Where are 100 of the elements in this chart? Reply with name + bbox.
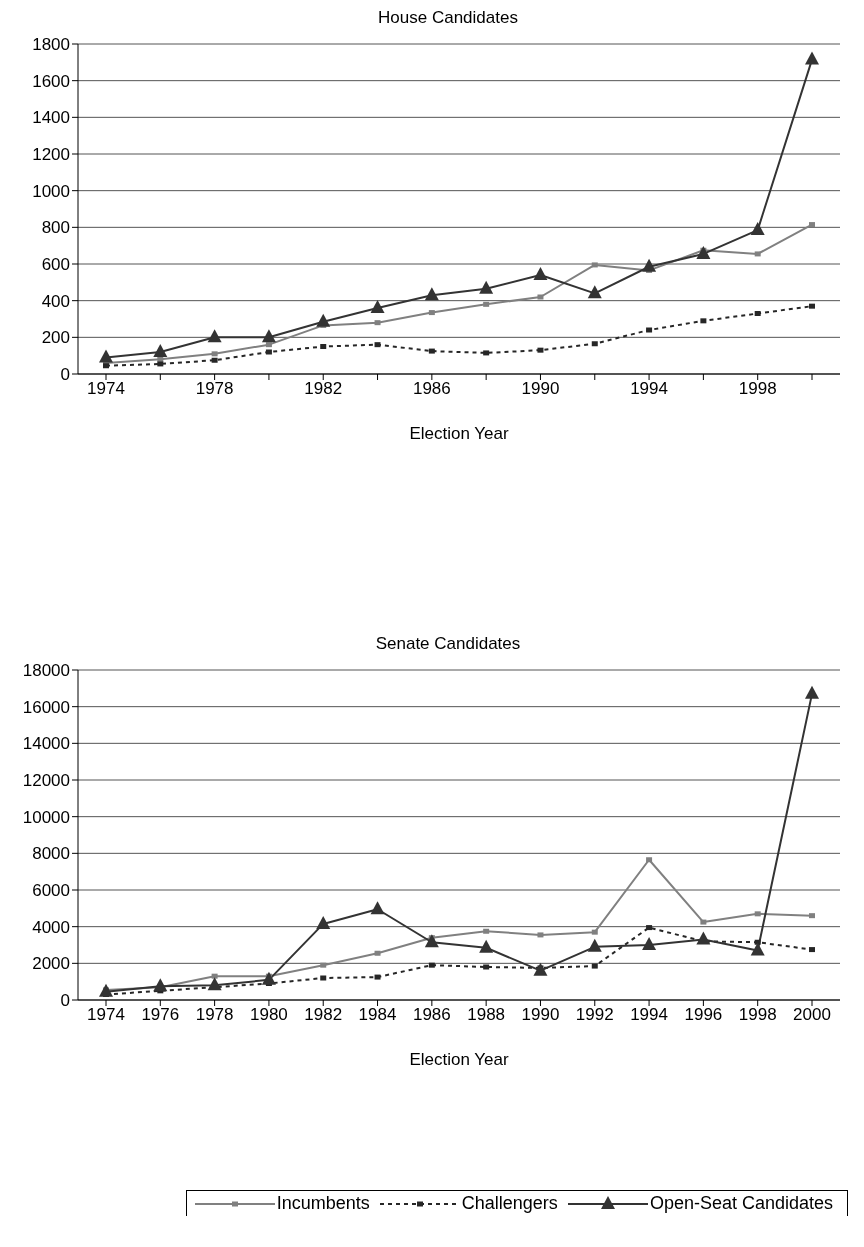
point	[642, 937, 657, 950]
y-tick-label: 600	[41, 255, 70, 275]
point	[587, 285, 602, 299]
y-tick-label: 16000	[22, 697, 70, 717]
point	[750, 222, 765, 236]
point	[316, 313, 331, 327]
y-tick-label: 1400	[32, 108, 70, 128]
chart-title: House Candidates	[377, 8, 519, 28]
point	[479, 280, 494, 294]
x-tick-label: 1998	[738, 1005, 777, 1025]
point	[265, 342, 272, 348]
x-tick-label: 1978	[195, 1005, 234, 1025]
point	[809, 303, 815, 309]
point	[207, 977, 222, 991]
x-tick-label: 1974	[87, 379, 125, 399]
point	[374, 342, 381, 348]
point	[428, 348, 435, 354]
point	[374, 950, 381, 956]
y-tick-label: 1600	[32, 71, 70, 91]
point	[754, 311, 761, 316]
point	[533, 962, 548, 976]
y-tick-label: 1000	[32, 181, 70, 201]
point	[646, 925, 653, 931]
x-tick-label: 1986	[412, 379, 451, 399]
x-tick-label: 1988	[467, 1005, 506, 1025]
point	[316, 915, 331, 929]
point	[153, 344, 168, 357]
point	[211, 973, 218, 979]
point	[646, 327, 653, 333]
legend-label: Challengers	[461, 1193, 558, 1214]
x-tick-label: 1980	[250, 1005, 288, 1025]
point	[754, 911, 761, 917]
y-tick-label: 0	[60, 365, 70, 385]
y-tick-label: 18000	[22, 661, 70, 681]
point	[809, 947, 815, 953]
x-tick-label: 1994	[630, 379, 668, 399]
point	[646, 857, 653, 863]
point	[591, 963, 598, 969]
point	[320, 344, 327, 349]
x-axis-title: Election Year	[409, 424, 509, 443]
y-tick-label: 0	[60, 991, 70, 1011]
point	[428, 962, 435, 968]
x-tick-label: 1990	[521, 1005, 560, 1025]
y-tick-label: 6000	[32, 881, 70, 901]
point	[483, 964, 490, 970]
y-tick-label: 400	[41, 291, 70, 311]
point	[750, 942, 765, 956]
x-tick-label: 1982	[304, 379, 343, 399]
x-tick-label: 1994	[630, 1005, 668, 1025]
point	[537, 347, 544, 353]
point	[261, 329, 276, 343]
point	[591, 929, 598, 935]
point	[99, 983, 113, 997]
y-tick-label: 1200	[32, 145, 70, 165]
x-tick-label: 1984	[358, 1005, 397, 1025]
point	[479, 939, 494, 953]
point	[754, 251, 761, 257]
x-tick-label: 1998	[738, 379, 777, 399]
y-tick-label: 200	[41, 328, 70, 348]
point	[424, 934, 439, 948]
y-tick-label: 1800	[32, 35, 70, 55]
x-tick-label: 1992	[575, 1005, 614, 1025]
point	[809, 222, 815, 228]
point	[157, 361, 164, 367]
point	[265, 349, 272, 355]
point	[374, 320, 381, 326]
point	[483, 301, 490, 307]
point	[591, 341, 598, 347]
point	[537, 294, 544, 300]
x-tick-label: 1996	[684, 1005, 723, 1025]
point	[320, 975, 327, 981]
point	[370, 901, 385, 915]
point	[374, 974, 381, 980]
x-tick-label: 1982	[304, 1005, 343, 1025]
y-tick-label: 10000	[22, 807, 70, 827]
point	[370, 300, 385, 313]
point	[99, 349, 113, 363]
y-tick-label: 800	[41, 218, 70, 238]
point	[696, 245, 711, 259]
x-tick-label: 1978	[195, 379, 234, 399]
x-tick-label: 1976	[141, 1005, 180, 1025]
y-tick-label: 8000	[32, 844, 70, 864]
point	[211, 357, 218, 363]
x-tick-label: 1986	[412, 1005, 451, 1025]
legend-label: Open-Seat Candidates	[649, 1193, 833, 1214]
point	[483, 350, 490, 356]
point	[642, 258, 657, 272]
point	[483, 928, 490, 934]
point	[211, 351, 218, 357]
y-tick-label: 12000	[22, 771, 70, 791]
point	[428, 310, 435, 316]
point	[591, 262, 598, 268]
y-tick-label: 2000	[32, 954, 70, 974]
point	[587, 938, 602, 952]
point	[700, 919, 707, 925]
point	[153, 978, 168, 992]
point	[805, 685, 819, 699]
legend-label: Incumbents	[276, 1193, 370, 1214]
chart-title: Senate Candidates	[374, 634, 522, 654]
point	[809, 913, 815, 919]
